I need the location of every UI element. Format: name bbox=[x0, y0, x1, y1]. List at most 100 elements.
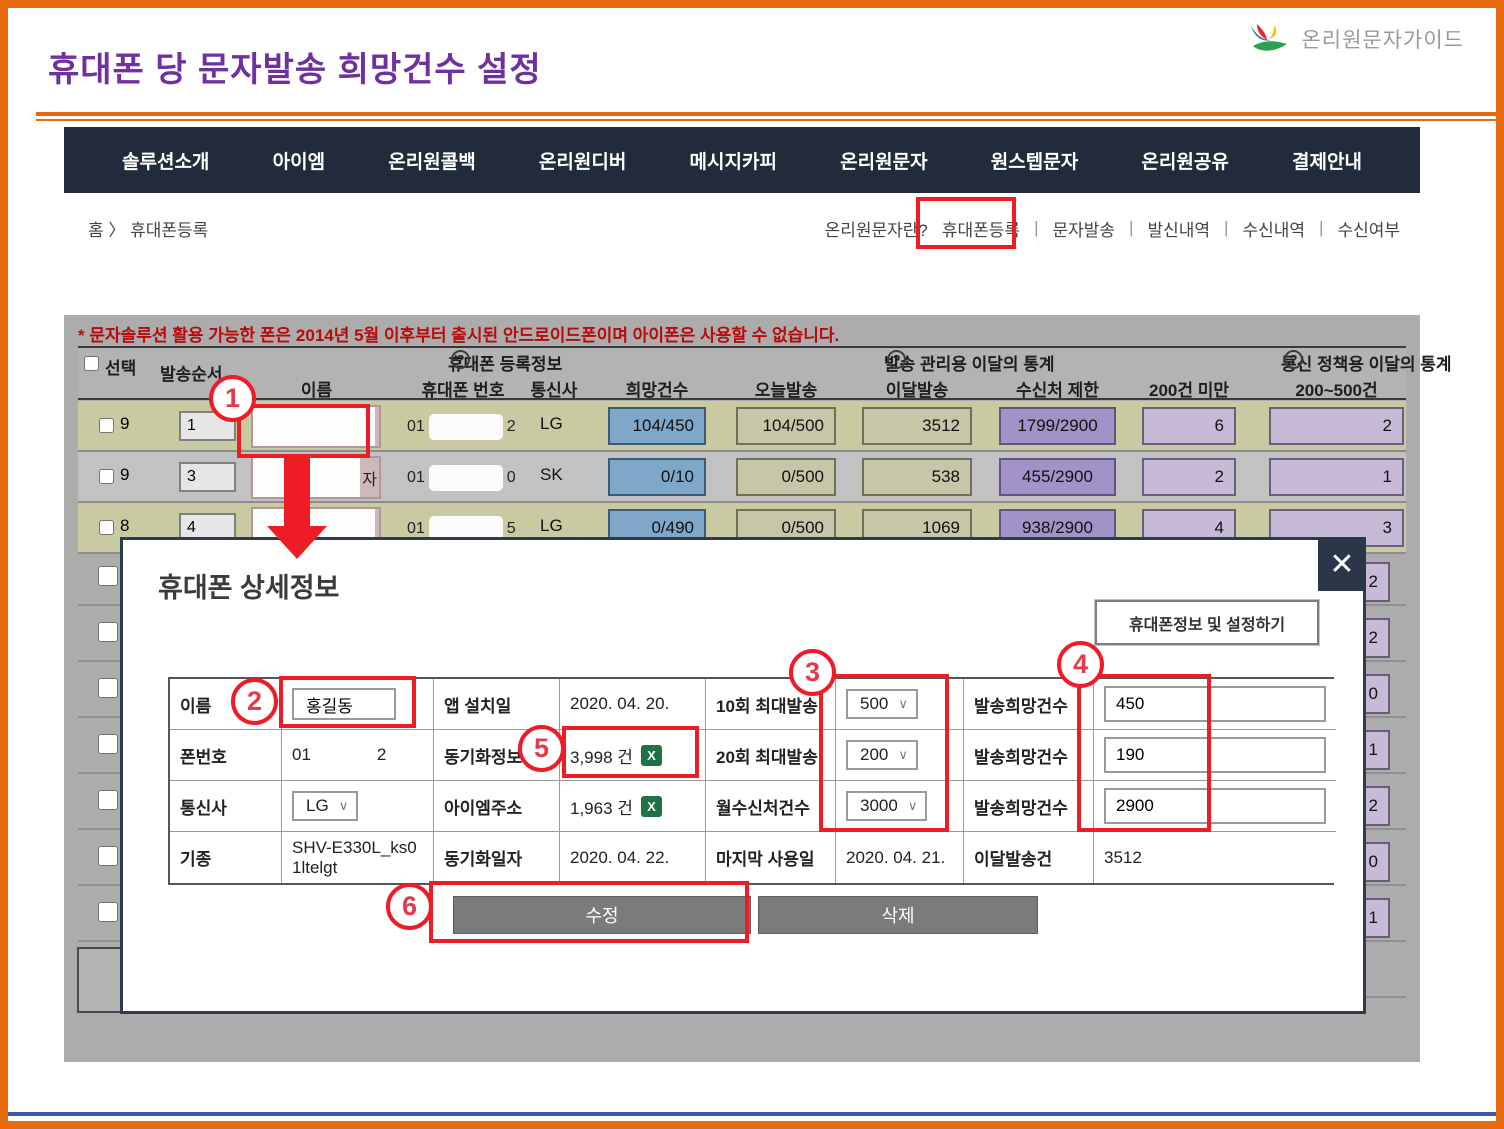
field-value-max20: 200 ∨ bbox=[836, 730, 964, 781]
highlight-box-submenu bbox=[916, 197, 1016, 249]
select-all-checkbox[interactable] bbox=[84, 356, 99, 371]
chevron-down-icon: ∨ bbox=[907, 798, 918, 813]
close-icon[interactable]: ✕ bbox=[1318, 537, 1366, 591]
breadcrumb-separator: 〉 bbox=[108, 220, 126, 240]
field-value-hope3 bbox=[1094, 781, 1336, 832]
step-marker-5: 5 bbox=[518, 725, 565, 772]
under200-cell: 2 bbox=[1142, 458, 1236, 496]
row-checkbox[interactable] bbox=[98, 790, 118, 810]
submenu-item-receive-yn[interactable]: 수신여부 bbox=[1337, 220, 1400, 240]
row-checkbox[interactable] bbox=[98, 902, 118, 922]
field-value-max10: 500 ∨ bbox=[836, 679, 964, 730]
col-today: 오늘발송 bbox=[754, 381, 818, 400]
chevron-down-icon: ∨ bbox=[338, 798, 349, 813]
row-checkbox[interactable] bbox=[98, 566, 118, 586]
submenu-item-about[interactable]: 온리원문자란? bbox=[824, 220, 928, 240]
carrier-select[interactable]: LG ∨ bbox=[292, 791, 359, 821]
redacted-name bbox=[253, 407, 375, 446]
row-name-cell[interactable] bbox=[251, 405, 381, 448]
submenu-divider: | bbox=[1034, 218, 1039, 237]
phone-detail-table: 이름 앱 설치일 2020. 04. 20. 10회 최대발송 500∨ 발송희… bbox=[168, 677, 1336, 885]
submenu-item-phone-register[interactable]: 휴대폰등록 bbox=[941, 220, 1021, 240]
nav-item-callback[interactable]: 온리원콜백 bbox=[388, 151, 476, 173]
row-checkbox[interactable] bbox=[98, 734, 118, 754]
col-limit: 수신처 제한 bbox=[1016, 381, 1099, 400]
row-checkbox[interactable] bbox=[98, 622, 118, 642]
r200-500-cell: 1 bbox=[1269, 458, 1404, 496]
field-label-carrier: 통신사 bbox=[170, 781, 282, 832]
col-hope: 희망건수 bbox=[625, 381, 689, 400]
max20-select[interactable]: 200 ∨ bbox=[846, 740, 918, 770]
receiver-limit-cell: 1799/2900 bbox=[999, 407, 1116, 445]
nav-item-messagecopy[interactable]: 메시지카피 bbox=[689, 151, 777, 173]
field-label-month-sent: 이달발송건 bbox=[964, 832, 1094, 883]
highlight-box-dropdowns bbox=[819, 674, 949, 832]
nav-item-onestepsms[interactable]: 원스텝문자 bbox=[990, 151, 1079, 173]
col-select: 선택 bbox=[105, 359, 137, 378]
nav-item-onlyonesms[interactable]: 온리원문자 bbox=[840, 151, 928, 173]
help-icon[interactable]: ? bbox=[887, 350, 906, 369]
help-icon[interactable]: ? bbox=[1284, 350, 1303, 369]
r200-500-cell: 2 bbox=[1269, 407, 1404, 445]
row-checkbox[interactable] bbox=[98, 678, 118, 698]
col-200-500: 200~500건 bbox=[1295, 381, 1378, 400]
monthly-receivers-select[interactable]: 3000 ∨ bbox=[846, 791, 928, 821]
hope3-input[interactable] bbox=[1104, 788, 1326, 824]
highlight-box-name-input bbox=[279, 676, 416, 728]
row-checkbox[interactable] bbox=[99, 418, 114, 433]
field-label-max20: 20회 최대발송 bbox=[706, 730, 836, 781]
row-checkbox[interactable] bbox=[99, 520, 114, 535]
redacted-phone bbox=[428, 414, 503, 440]
field-value-name bbox=[282, 679, 434, 730]
nav-item-solution[interactable]: 솔루션소개 bbox=[122, 151, 210, 173]
submenu-item-send[interactable]: 문자발송 bbox=[1052, 220, 1116, 240]
nav-item-payment[interactable]: 결제안내 bbox=[1292, 151, 1362, 173]
row-phone-cell: 01 0 bbox=[407, 465, 516, 491]
warning-text: * 문자솔루션 활용 가능한 폰은 2014년 5월 이후부터 출시된 안드로이… bbox=[78, 326, 840, 345]
field-label-sync-date: 동기화일자 bbox=[434, 832, 560, 883]
submenu-item-received-history[interactable]: 수신내역 bbox=[1242, 220, 1306, 240]
top-navbar: 솔루션소개 아이엠 온리원콜백 온리원디버 메시지카피 온리원문자 원스텝문자 … bbox=[64, 127, 1420, 193]
submenu-divider: | bbox=[1319, 218, 1324, 237]
highlight-box-sync-count bbox=[562, 726, 699, 778]
row-carrier: LG bbox=[540, 414, 563, 433]
step-marker-4: 4 bbox=[1057, 641, 1104, 688]
order-input[interactable] bbox=[179, 462, 236, 492]
row-name-cell[interactable]: 자 bbox=[251, 456, 381, 499]
nav-item-share[interactable]: 온리원공유 bbox=[1141, 151, 1229, 173]
nav-item-diver[interactable]: 온리원디버 bbox=[538, 151, 627, 173]
excel-icon[interactable]: X bbox=[640, 744, 662, 766]
field-label-model: 기종 bbox=[170, 832, 282, 883]
modal-title: 휴대폰 상세정보 bbox=[158, 573, 340, 603]
submenu-item-sent-history[interactable]: 발신내역 bbox=[1147, 220, 1211, 240]
month-sent-cell: 538 bbox=[862, 458, 972, 496]
field-value-carrier: LG ∨ bbox=[282, 781, 434, 832]
today-sent-cell: 0/500 bbox=[736, 458, 836, 496]
row-checkbox[interactable] bbox=[98, 846, 118, 866]
chevron-down-icon: ∨ bbox=[898, 747, 908, 762]
row-checkbox[interactable] bbox=[99, 469, 114, 484]
step-marker-1: 1 bbox=[209, 375, 256, 422]
brand-name: 온리원문자가이드 bbox=[1301, 29, 1464, 52]
field-value-last-used: 2020. 04. 21. bbox=[836, 832, 964, 883]
max10-select[interactable]: 500 ∨ bbox=[846, 689, 918, 719]
excel-icon[interactable]: X bbox=[640, 795, 662, 817]
field-value-monthly-receivers: 3000 ∨ bbox=[836, 781, 964, 832]
help-icon[interactable]: ? bbox=[451, 350, 470, 369]
phone-settings-button[interactable]: 휴대폰정보 및 설정하기 bbox=[1094, 599, 1320, 646]
col-month: 이달발송 bbox=[885, 381, 949, 400]
nav-item-im[interactable]: 아이엠 bbox=[272, 151, 326, 173]
row-carrier: LG bbox=[540, 516, 563, 535]
hope2-input[interactable] bbox=[1104, 737, 1326, 773]
month-sent-cell: 3512 bbox=[862, 407, 972, 445]
field-label-install-date: 앱 설치일 bbox=[434, 679, 560, 730]
field-label-last-used: 마지막 사용일 bbox=[706, 832, 836, 883]
name-input[interactable] bbox=[292, 688, 396, 720]
breadcrumb-home[interactable]: 홈 bbox=[88, 220, 104, 240]
hope-count-cell: 0/10 bbox=[608, 458, 706, 496]
delete-button[interactable]: 삭제 bbox=[758, 896, 1038, 934]
edit-button[interactable]: 수정 bbox=[453, 896, 751, 934]
hope1-input[interactable] bbox=[1104, 686, 1326, 722]
today-sent-cell: 104/500 bbox=[736, 407, 836, 445]
